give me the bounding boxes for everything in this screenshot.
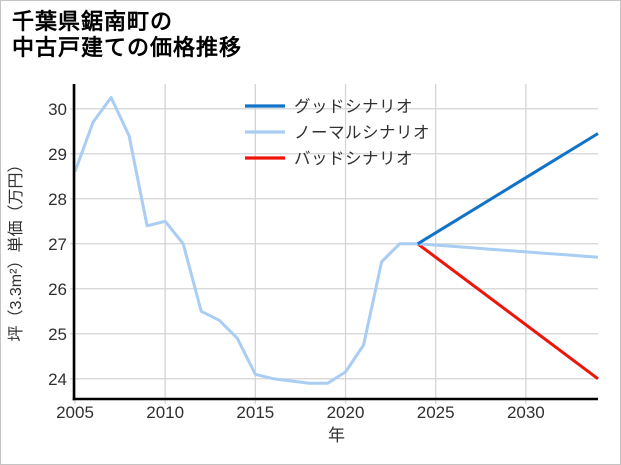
series-line-good — [416, 132, 599, 246]
grid-layer — [70, 84, 598, 404]
legend-label-good: グッドシナリオ — [294, 97, 413, 116]
y-tick-label: 27 — [48, 235, 67, 254]
y-tick-label: 30 — [48, 100, 67, 119]
legend-label-bad: バッドシナリオ — [294, 150, 413, 168]
chart-title-line2: 中古戸建ての価格推移 — [12, 35, 243, 60]
chart-title-line1: 千葉県鋸南町の — [12, 9, 174, 34]
y-axis-label: 坪（3.3m²）単価（万円） — [7, 157, 25, 342]
series-layer — [73, 96, 599, 385]
y-tick-label: 24 — [48, 370, 67, 389]
x-tick-label: 2015 — [236, 403, 274, 422]
x-tick-label: 2020 — [327, 403, 365, 422]
series-line-bad — [416, 242, 599, 381]
x-tick-label: 2010 — [146, 403, 184, 422]
series-line-normal — [73, 96, 599, 385]
y-tick-label: 29 — [48, 145, 67, 164]
chart-title: 千葉県鋸南町の 中古戸建ての価格推移 — [12, 9, 242, 61]
y-tick-label: 28 — [48, 190, 67, 209]
x-tick-label: 2025 — [417, 403, 455, 422]
x-axis-label: 年 — [328, 426, 345, 445]
axes-layer — [72, 84, 598, 401]
y-tick-label: 26 — [48, 280, 67, 299]
tick-label-layer: 2005 2010 2015 2020 2025 2030 24 25 26 27 28 29 30 — [48, 100, 545, 422]
x-tick-label: 2005 — [56, 403, 94, 422]
x-tick-label: 2030 — [507, 403, 545, 422]
legend-label-normal: ノーマルシナリオ — [294, 124, 430, 142]
axis-label-layer: 年 坪（3.3m²）単価（万円） — [7, 157, 345, 445]
y-tick-label: 25 — [48, 325, 67, 344]
